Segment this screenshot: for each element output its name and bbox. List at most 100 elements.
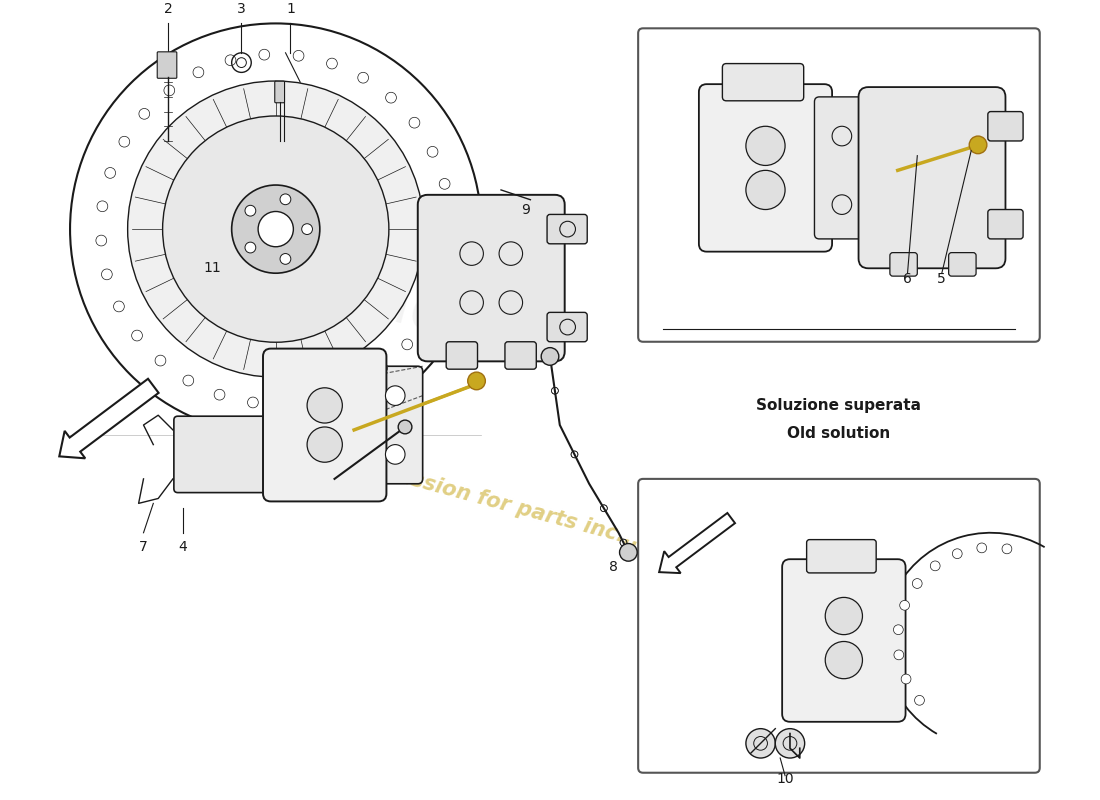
Circle shape — [104, 167, 116, 178]
FancyArrow shape — [659, 513, 735, 573]
Text: 3: 3 — [238, 2, 245, 16]
Circle shape — [163, 116, 389, 342]
Circle shape — [977, 543, 987, 553]
FancyBboxPatch shape — [814, 97, 868, 239]
Circle shape — [358, 72, 368, 83]
Circle shape — [409, 118, 420, 128]
Circle shape — [214, 390, 224, 400]
FancyBboxPatch shape — [858, 87, 1005, 268]
FancyBboxPatch shape — [723, 63, 804, 101]
FancyBboxPatch shape — [547, 214, 587, 244]
Circle shape — [119, 136, 130, 147]
Circle shape — [192, 67, 204, 78]
Circle shape — [398, 420, 411, 434]
FancyArrow shape — [59, 378, 158, 458]
Circle shape — [901, 674, 911, 684]
Circle shape — [294, 50, 304, 61]
FancyBboxPatch shape — [638, 28, 1040, 342]
FancyBboxPatch shape — [948, 253, 976, 276]
Text: 4: 4 — [178, 541, 187, 554]
Text: elo: elo — [353, 269, 453, 346]
FancyBboxPatch shape — [988, 210, 1023, 239]
FancyBboxPatch shape — [263, 349, 386, 502]
Circle shape — [1002, 544, 1012, 554]
Text: 9: 9 — [521, 202, 530, 217]
FancyBboxPatch shape — [547, 312, 587, 342]
Circle shape — [245, 206, 256, 216]
FancyBboxPatch shape — [418, 195, 564, 362]
Circle shape — [825, 598, 862, 634]
Circle shape — [139, 109, 150, 119]
Text: 1: 1 — [286, 2, 295, 16]
FancyBboxPatch shape — [174, 416, 275, 493]
Circle shape — [248, 397, 258, 408]
Circle shape — [113, 301, 124, 312]
Circle shape — [232, 185, 320, 273]
FancyBboxPatch shape — [806, 540, 877, 573]
Text: 11: 11 — [204, 262, 221, 275]
Circle shape — [443, 246, 454, 258]
Circle shape — [914, 695, 924, 706]
Circle shape — [245, 242, 256, 253]
Text: 6: 6 — [903, 272, 912, 286]
Circle shape — [541, 348, 559, 366]
Circle shape — [101, 269, 112, 280]
Circle shape — [282, 398, 293, 409]
Circle shape — [348, 381, 359, 391]
Text: 2: 2 — [164, 2, 173, 16]
Text: 10: 10 — [777, 771, 794, 786]
FancyBboxPatch shape — [505, 342, 537, 369]
Circle shape — [258, 50, 270, 60]
FancyBboxPatch shape — [447, 342, 477, 369]
FancyBboxPatch shape — [364, 366, 422, 484]
Circle shape — [746, 729, 776, 758]
Circle shape — [421, 311, 432, 322]
Circle shape — [900, 601, 910, 610]
Text: 8: 8 — [609, 560, 618, 574]
Circle shape — [953, 549, 962, 558]
Circle shape — [468, 372, 485, 390]
Circle shape — [155, 355, 166, 366]
Circle shape — [97, 201, 108, 212]
Text: 5: 5 — [937, 272, 946, 286]
Circle shape — [316, 393, 327, 403]
Circle shape — [912, 578, 922, 588]
Circle shape — [385, 386, 405, 406]
Text: a passion for parts inc...: a passion for parts inc... — [360, 457, 642, 550]
Circle shape — [894, 650, 904, 660]
Circle shape — [164, 85, 175, 96]
Circle shape — [258, 211, 294, 246]
Circle shape — [385, 445, 405, 464]
FancyBboxPatch shape — [157, 52, 177, 78]
Circle shape — [746, 170, 785, 210]
FancyBboxPatch shape — [988, 111, 1023, 141]
Circle shape — [226, 55, 235, 66]
Circle shape — [893, 625, 903, 634]
Circle shape — [969, 136, 987, 154]
Text: Old solution: Old solution — [788, 426, 891, 441]
FancyBboxPatch shape — [698, 84, 832, 252]
Circle shape — [746, 126, 785, 166]
Circle shape — [619, 543, 637, 561]
Circle shape — [931, 561, 940, 570]
Circle shape — [439, 178, 450, 190]
Circle shape — [132, 330, 142, 341]
FancyBboxPatch shape — [275, 82, 285, 102]
Text: 7: 7 — [139, 541, 147, 554]
Circle shape — [307, 427, 342, 462]
Circle shape — [307, 388, 342, 423]
Text: Soluzione superata: Soluzione superata — [757, 398, 922, 414]
Circle shape — [402, 339, 412, 350]
Circle shape — [128, 81, 424, 378]
Circle shape — [301, 224, 312, 234]
FancyBboxPatch shape — [638, 479, 1040, 773]
FancyBboxPatch shape — [782, 559, 905, 722]
Circle shape — [427, 146, 438, 157]
Circle shape — [776, 729, 805, 758]
Circle shape — [327, 58, 338, 69]
Circle shape — [436, 280, 447, 290]
Circle shape — [825, 642, 862, 678]
Circle shape — [280, 194, 290, 205]
Circle shape — [444, 212, 455, 223]
Circle shape — [183, 375, 194, 386]
